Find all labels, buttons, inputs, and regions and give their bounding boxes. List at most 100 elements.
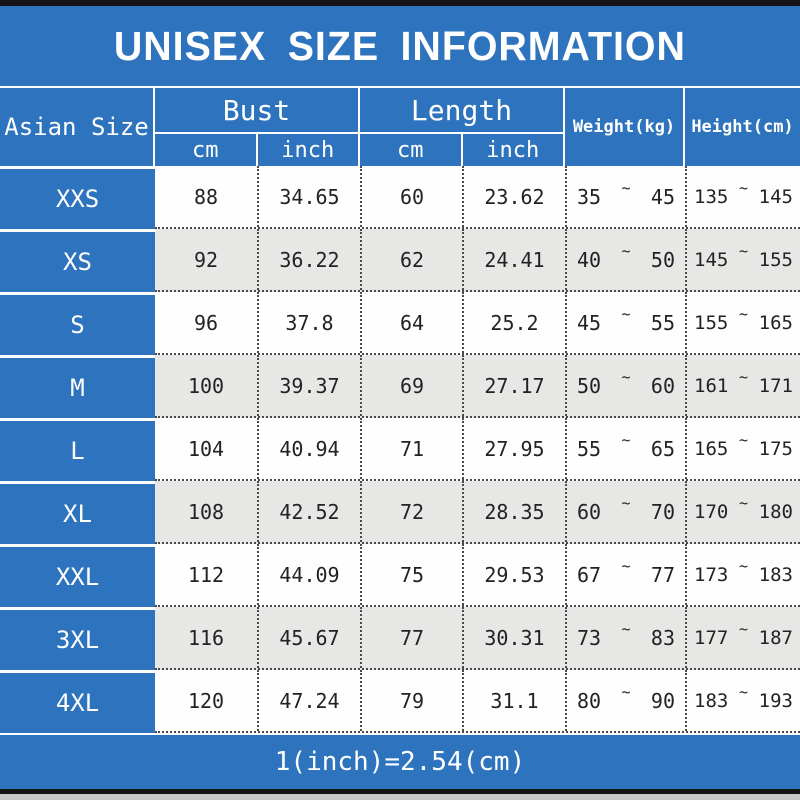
cell-length-cm: 69: [360, 355, 462, 416]
weight-max: 55: [650, 310, 675, 335]
tilde-icon: ~: [621, 682, 631, 701]
cell-height-range: 165 ~ 175: [685, 418, 800, 479]
cell-bust-cm: 120: [187, 688, 225, 713]
header-length-units: cm inch: [360, 132, 563, 166]
cell-weight-range: 35 ~ 45: [565, 166, 685, 227]
row-data: 88 34.65 60 23.62 35 ~ 45 135 ~ 145: [155, 166, 800, 229]
table-row: XS 92 36.22 62 24.41 40 ~ 50 145 ~ 155: [0, 229, 800, 292]
cell-height-range: 155 ~ 165: [685, 292, 800, 353]
cell-height-range: 183 ~ 193: [685, 670, 800, 731]
height-max: 193: [758, 689, 793, 712]
cell-bust-inch: 36.22: [257, 229, 360, 290]
cell-bust-cm: 92: [193, 247, 219, 272]
table-row: XXL 112 44.09 75 29.53 67 ~ 77 173 ~ 183: [0, 544, 800, 607]
cell-weight-range: 73 ~ 83: [565, 607, 685, 668]
table-row: 4XL 120 47.24 79 31.1 80 ~ 90 183 ~ 193: [0, 670, 800, 733]
cell-bust-inch: 37.8: [257, 292, 360, 353]
weight-min: 60: [577, 499, 602, 524]
weight-max: 45: [650, 184, 675, 209]
header-height: Height(cm): [691, 117, 794, 137]
weight-max: 65: [650, 436, 675, 461]
header-length-label: Length: [410, 93, 513, 127]
row-data: 112 44.09 75 29.53 67 ~ 77 173 ~ 183: [155, 544, 800, 607]
page-title: UNISEX SIZE INFORMATION: [114, 22, 686, 69]
size-label: 4XL: [0, 670, 155, 733]
weight-min: 80: [577, 688, 602, 713]
tilde-icon: ~: [621, 367, 631, 386]
header-bust-cm: cm: [192, 137, 219, 163]
tilde-icon: ~: [738, 178, 749, 197]
weight-min: 40: [577, 247, 602, 272]
cell-length-cm: 75: [360, 544, 462, 605]
cell-length-inch: 23.62: [462, 166, 565, 227]
cell-length-inch: 25.2: [462, 292, 565, 353]
title-bar: UNISEX SIZE INFORMATION: [0, 6, 800, 86]
cell-length-inch: 29.53: [462, 544, 565, 605]
cell-bust-cm: 96: [193, 310, 219, 335]
table-row: XL 108 42.52 72 28.35 60 ~ 70 170 ~ 180: [0, 481, 800, 544]
height-max: 155: [758, 248, 793, 271]
height-min: 170: [694, 500, 729, 523]
cell-length-cm: 71: [360, 418, 462, 479]
weight-max: 90: [650, 688, 675, 713]
cell-bust-cm: 88: [193, 184, 219, 209]
table-row: 3XL 116 45.67 77 30.31 73 ~ 83 177 ~ 187: [0, 607, 800, 670]
cell-height-range: 177 ~ 187: [685, 607, 800, 668]
header-weight: Weight(kg): [565, 88, 685, 166]
height-max: 187: [758, 626, 793, 649]
row-data: 92 36.22 62 24.41 40 ~ 50 145 ~ 155: [155, 229, 800, 292]
header-asian-size: Asian Size: [0, 88, 155, 166]
cell-length-inch: 27.95: [462, 418, 565, 479]
bottom-frame-bar: [0, 789, 800, 794]
cell-height-range: 145 ~ 155: [685, 229, 800, 290]
cell-weight-range: 60 ~ 70: [565, 481, 685, 542]
weight-max: 60: [650, 373, 675, 398]
header-bust-label: Bust: [222, 93, 291, 127]
height-max: 183: [758, 563, 793, 586]
cell-length-inch: 24.41: [462, 229, 565, 290]
size-label: XXS: [0, 166, 155, 229]
cell-weight-range: 55 ~ 65: [565, 418, 685, 479]
weight-max: 50: [650, 247, 675, 272]
tilde-icon: ~: [621, 430, 631, 449]
size-label: 3XL: [0, 607, 155, 670]
height-min: 177: [694, 626, 729, 649]
cell-length-cm: 77: [360, 607, 462, 668]
weight-min: 67: [577, 562, 602, 587]
conversion-note-bar: 1(inch)=2.54(cm): [0, 733, 800, 789]
tilde-icon: ~: [621, 241, 631, 260]
height-min: 161: [694, 374, 729, 397]
height-min: 173: [694, 563, 729, 586]
cell-bust-cm: 104: [187, 436, 225, 461]
height-min: 183: [694, 689, 729, 712]
tilde-icon: ~: [738, 682, 749, 701]
header-length-inch: inch: [460, 134, 564, 166]
table-row: S 96 37.8 64 25.2 45 ~ 55 155 ~ 165: [0, 292, 800, 355]
size-label: XS: [0, 229, 155, 292]
cell-weight-range: 80 ~ 90: [565, 670, 685, 731]
cell-weight-range: 50 ~ 60: [565, 355, 685, 416]
weight-min: 55: [577, 436, 602, 461]
size-label: S: [0, 292, 155, 355]
cell-length-cm: 79: [360, 670, 462, 731]
tilde-icon: ~: [738, 619, 749, 638]
row-data: 120 47.24 79 31.1 80 ~ 90 183 ~ 193: [155, 670, 800, 733]
tilde-icon: ~: [621, 493, 631, 512]
size-label: XL: [0, 481, 155, 544]
cell-length-cm: 60: [360, 166, 462, 227]
tilde-icon: ~: [738, 556, 749, 575]
cell-length-inch: 27.17: [462, 355, 565, 416]
table-row: L 104 40.94 71 27.95 55 ~ 65 165 ~ 175: [0, 418, 800, 481]
bottom-strip: [0, 794, 800, 800]
height-max: 165: [758, 311, 793, 334]
weight-max: 83: [650, 625, 675, 650]
table-header: Asian Size Bust cm inch Length cm inch W…: [0, 86, 800, 166]
cell-length-cm: 62: [360, 229, 462, 290]
header-bust-units: cm inch: [155, 132, 358, 166]
header-bust-inch: inch: [255, 134, 359, 166]
cell-bust-inch: 34.65: [257, 166, 360, 227]
weight-min: 35: [577, 184, 602, 209]
size-label: XXL: [0, 544, 155, 607]
top-frame-bar: [0, 0, 800, 6]
